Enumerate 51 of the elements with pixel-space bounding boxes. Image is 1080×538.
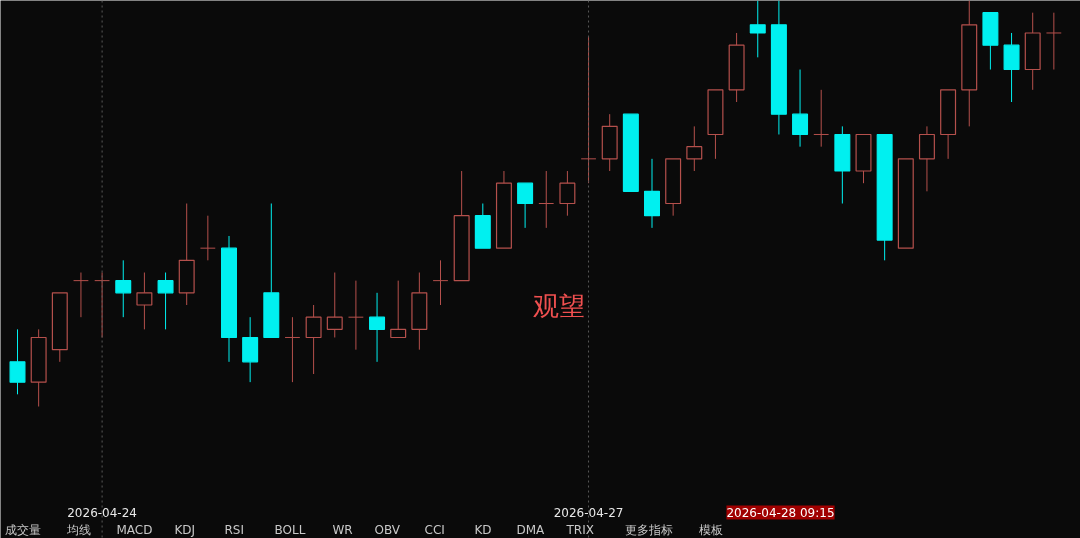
candlestick: [644, 158, 660, 229]
candlestick: [770, 0, 787, 135]
candlestick: [1003, 32, 1020, 103]
candlestick: [73, 272, 89, 318]
candlestick: [305, 304, 322, 375]
candlestick: [813, 89, 830, 148]
candlestick: [961, 0, 978, 127]
text: CCI: [424, 522, 445, 537]
candlestick: [242, 316, 259, 383]
text: DMA: [516, 522, 546, 537]
candlestick: [411, 272, 428, 351]
candlestick: [178, 203, 195, 306]
candlestick: [30, 328, 47, 407]
text: 均线: [65, 522, 91, 537]
candlestick: [559, 170, 576, 217]
candlestick: [1024, 12, 1041, 91]
candlestick: [115, 259, 132, 318]
candlestick: [94, 272, 110, 338]
text: 成交量: [4, 522, 41, 537]
text: 2026-04-28 09:15: [726, 505, 835, 520]
candlestick: [432, 259, 449, 306]
candlestick: [749, 0, 766, 58]
x-tick-label: 2026-04-24: [67, 506, 137, 520]
text: TRIX: [565, 522, 594, 537]
text: BOLL: [274, 522, 306, 537]
candlestick: [580, 36, 597, 184]
text: 更多指标: [624, 522, 673, 537]
text: MACD: [116, 522, 153, 537]
candlestick: [601, 113, 618, 172]
candlestick: [348, 280, 364, 351]
candlestick: [199, 215, 216, 261]
candlestick: [538, 170, 555, 229]
candlestick: [9, 328, 26, 395]
text: OBV: [374, 522, 401, 537]
candlestick: [1045, 12, 1062, 71]
candlestick: [686, 125, 703, 172]
candlestick: [792, 69, 809, 148]
candlestick: [918, 125, 935, 192]
text: KD: [474, 522, 492, 537]
text: 模板: [698, 522, 723, 537]
candlestick: [369, 292, 386, 363]
text: RSI: [224, 522, 244, 537]
annotation: 观望: [532, 290, 585, 321]
candlestick: [728, 32, 745, 103]
candlestick: [136, 272, 153, 330]
candlestick: [221, 235, 237, 363]
candlestick: [834, 125, 851, 204]
candlestick: [284, 316, 301, 383]
text: WR: [332, 522, 353, 537]
text: KDJ: [174, 522, 196, 537]
x-tick-label: 2026-04-27: [553, 506, 624, 520]
